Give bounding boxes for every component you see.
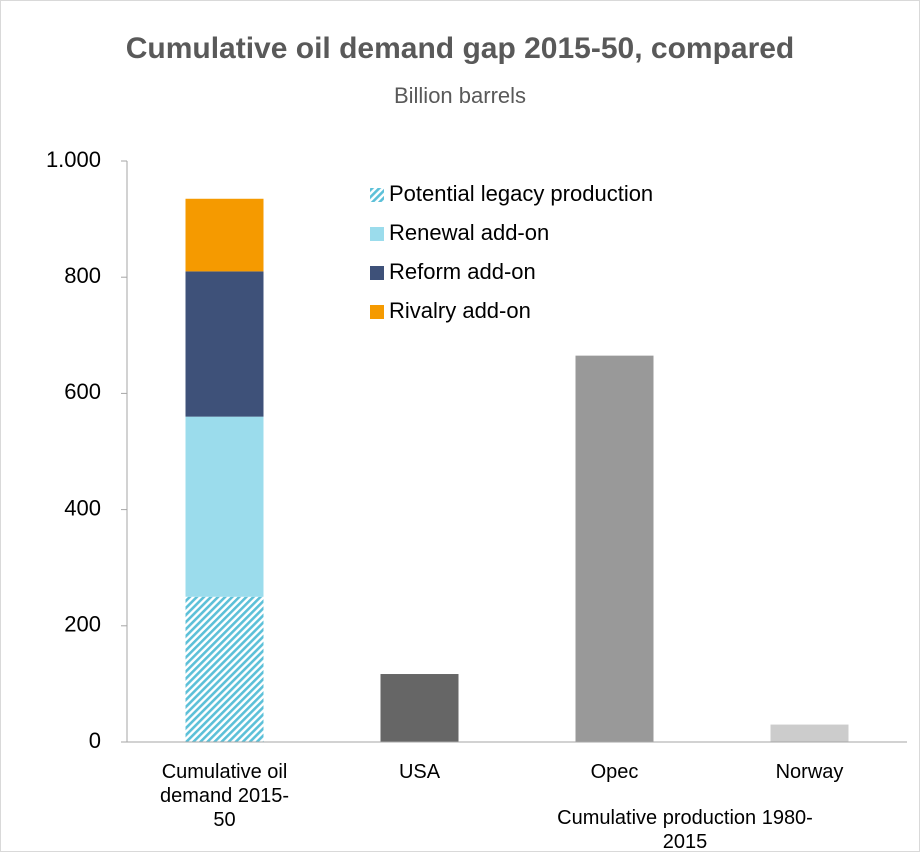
bar [185,271,264,417]
chart-subtitle: Billion barrels [394,83,526,108]
x-tick-label: Norway [775,761,844,783]
legend-label: Potential legacy production [389,181,653,206]
y-tick-label: 1.000 [46,147,101,172]
legend-label: Renewal add-on [389,220,549,245]
legend-label: Reform add-on [389,259,536,284]
x-tick-label: USA [398,761,441,783]
bar [185,596,264,742]
bar [185,416,264,597]
x-tick-label: Cumulative oil demand 2015-50 [160,761,289,831]
chart-title: Cumulative oil demand gap 2015-50, compa… [126,32,795,65]
legend-swatch [370,227,384,241]
annotation: Cumulative production 1980-2015 [557,807,813,852]
legend-swatch [370,266,384,280]
legend-swatch [370,305,384,319]
bar [380,674,459,742]
y-tick-label: 0 [89,728,101,753]
legend-label: Rivalry add-on [389,298,531,323]
y-tick-label: 400 [64,495,101,520]
y-tick-label: 800 [64,263,101,288]
bar [770,724,849,742]
y-tick-label: 600 [64,379,101,404]
legend-swatch [370,188,384,202]
x-tick-label: Opec [590,761,639,783]
y-tick-label: 200 [64,612,101,637]
bar [185,198,264,272]
bar [575,355,654,742]
